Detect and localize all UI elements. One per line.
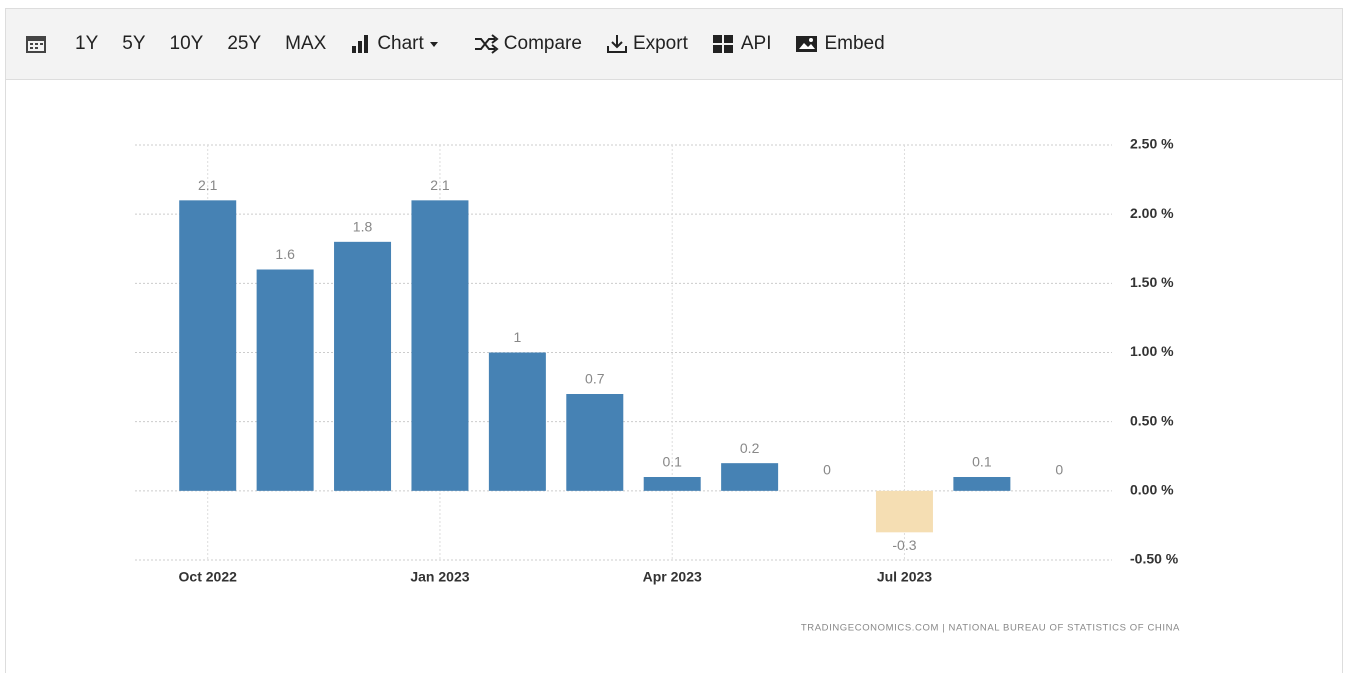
calendar-icon (26, 36, 46, 53)
data-label: 1.8 (353, 219, 373, 235)
api-label: API (740, 33, 772, 54)
bar-icon (352, 35, 369, 53)
calendar-button[interactable] (26, 35, 51, 53)
data-label: 0.1 (662, 454, 682, 470)
y-tick-label: 0.00 % (1130, 482, 1174, 498)
bar (875, 490, 933, 533)
data-label: 2.1 (430, 177, 450, 193)
x-tick-label: Jul 2023 (877, 569, 932, 585)
data-label: 0 (1055, 462, 1063, 478)
bar (721, 463, 779, 491)
shuffle-icon (474, 34, 499, 54)
y-tick-label: 1.00 % (1130, 343, 1174, 359)
image-icon (796, 36, 818, 52)
embed-label: Embed (824, 33, 885, 54)
panel (5, 8, 1343, 673)
range-button[interactable]: 25Y (227, 33, 262, 54)
x-tick-label: Oct 2022 (179, 569, 238, 585)
bar (256, 269, 314, 491)
range-button[interactable]: MAX (285, 33, 327, 54)
toolbar: 1Y 5Y 10Y 25Y MAX Chart Compare Export A… (5, 8, 1343, 80)
x-tick-label: Jan 2023 (410, 569, 469, 585)
data-label: 0.7 (585, 371, 605, 387)
embed-button[interactable]: Embed (795, 33, 885, 55)
x-tick-label: Apr 2023 (643, 569, 702, 585)
range-button[interactable]: 10Y (169, 33, 204, 54)
bar (488, 352, 546, 491)
data-label: 0.2 (740, 440, 760, 456)
y-tick-label: -0.50 % (1130, 551, 1179, 567)
data-label: 1 (513, 329, 521, 345)
y-tick-label: 0.50 % (1130, 412, 1174, 428)
export-button[interactable]: Export (606, 33, 688, 55)
export-label: Export (632, 33, 688, 54)
y-tick-label: 2.00 % (1130, 205, 1174, 221)
caret (429, 42, 438, 47)
y-tick-label: 2.50 % (1130, 136, 1174, 152)
y-tick-label: 1.50 % (1130, 274, 1174, 290)
data-label: 1.6 (275, 246, 295, 262)
bar (643, 477, 701, 491)
range-button[interactable]: 1Y (75, 33, 99, 54)
chart-button[interactable]: Chart (350, 33, 448, 55)
data-label: -0.3 (892, 537, 916, 553)
grid-icon (712, 35, 733, 53)
compare-label: Compare (503, 33, 582, 54)
bar (953, 477, 1011, 491)
source: TRADINGECONOMICS.COM | NATIONAL BUREAU O… (801, 623, 1180, 634)
data-label: 0 (823, 462, 831, 478)
range-button[interactable]: 5Y (122, 33, 146, 54)
bar (411, 200, 469, 491)
api-button[interactable]: API (712, 33, 772, 55)
bar (334, 241, 392, 491)
chart-label: Chart (377, 33, 424, 54)
data-label: 0.1 (972, 454, 992, 470)
download-icon (606, 35, 627, 53)
data-label: 2.1 (198, 177, 218, 193)
bar (566, 394, 624, 491)
bar (179, 200, 237, 491)
compare-button[interactable]: Compare (473, 33, 582, 55)
